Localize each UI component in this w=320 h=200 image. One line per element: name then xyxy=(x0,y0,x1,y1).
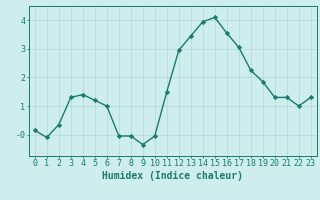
X-axis label: Humidex (Indice chaleur): Humidex (Indice chaleur) xyxy=(102,171,243,181)
